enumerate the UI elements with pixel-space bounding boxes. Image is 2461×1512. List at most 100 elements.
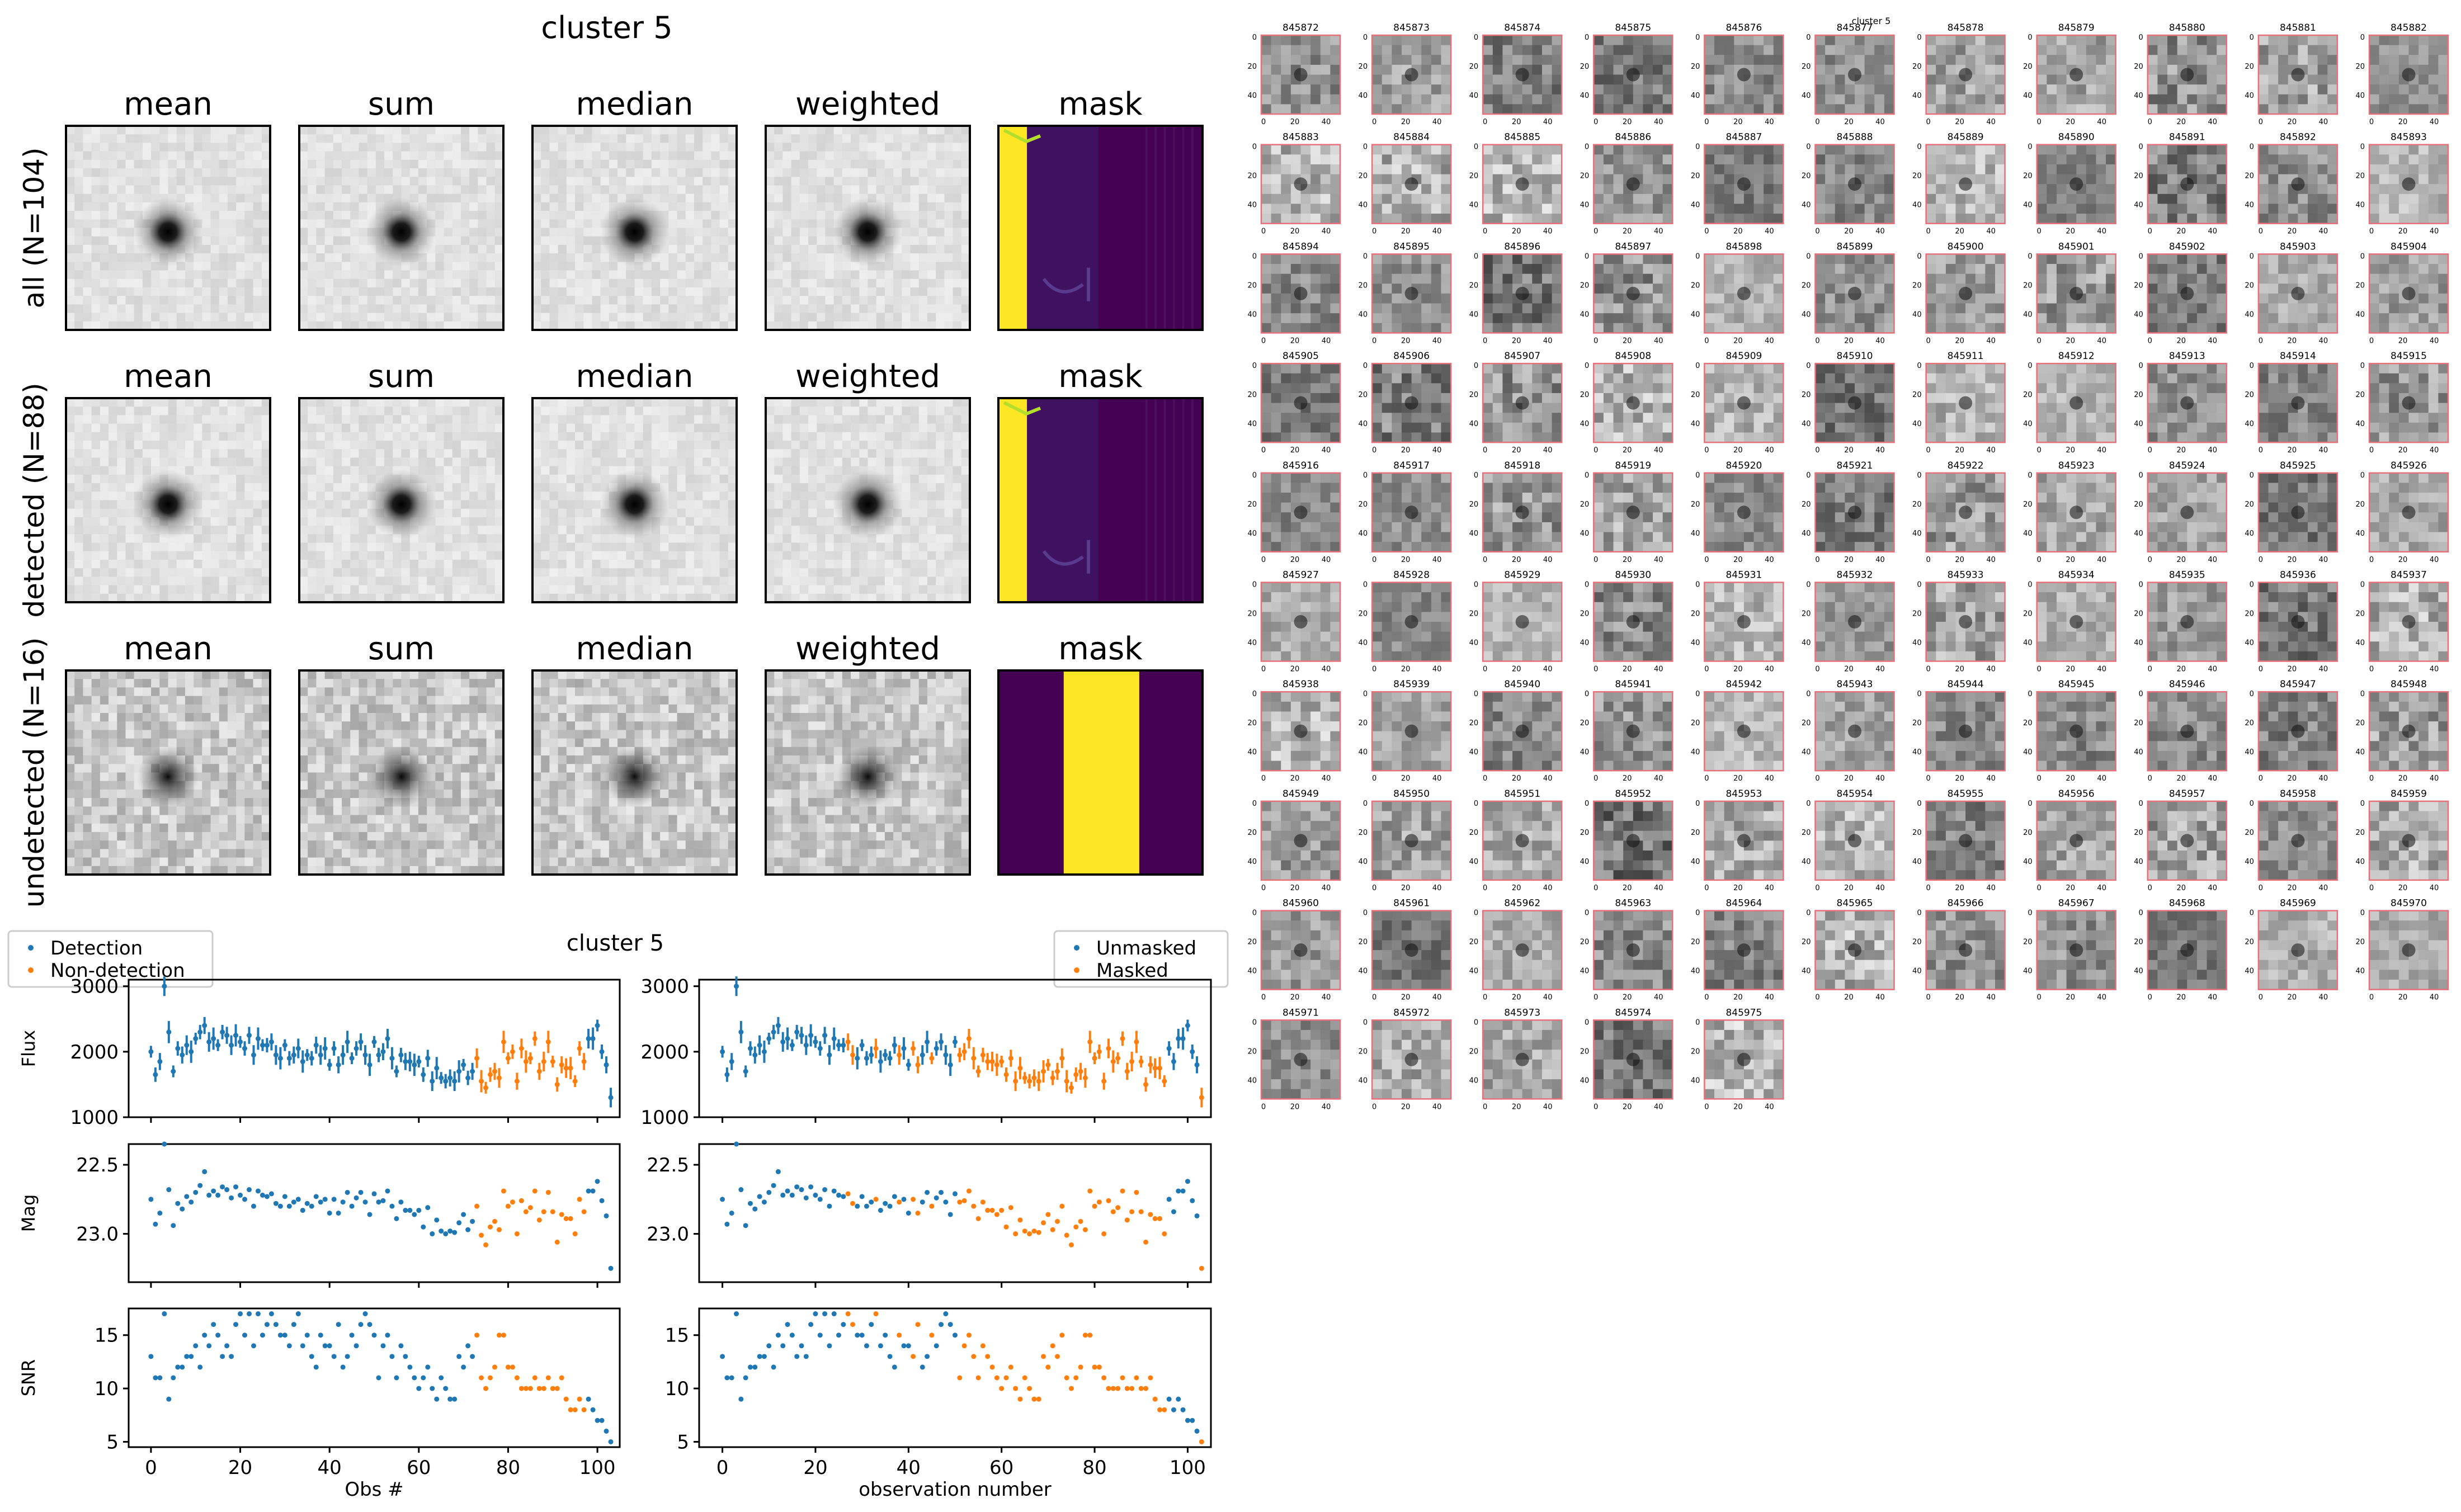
stamp-pixel <box>219 746 228 756</box>
stamp-pixel <box>117 423 126 433</box>
stamp-pixel <box>808 449 817 459</box>
stamp-pixel <box>393 559 402 569</box>
stamp-pixel <box>685 126 695 135</box>
stamp-pixel <box>583 193 593 203</box>
stamp-pixel <box>367 151 376 160</box>
stamp-pixel <box>367 177 376 186</box>
stamp-pixel <box>799 270 809 280</box>
stamp-pixel <box>444 466 453 475</box>
stamp-pixel <box>202 492 211 501</box>
stamp-pixel <box>469 517 478 526</box>
stamp-pixel <box>868 151 877 160</box>
stamp-pixel <box>125 534 135 544</box>
stamp-pixel <box>825 244 835 254</box>
stamp-pixel <box>444 151 453 160</box>
stamp-pixel <box>227 211 237 220</box>
stamp-pixel <box>808 177 817 186</box>
stamp-pixel <box>651 577 661 586</box>
stamp-pixel <box>668 126 678 135</box>
stamp-pixel <box>910 551 920 560</box>
stamp-pixel <box>444 423 453 433</box>
stamp-pixel <box>558 253 567 262</box>
stamp-pixel <box>868 585 877 594</box>
stamp-pixel <box>918 500 928 509</box>
stamp-pixel <box>125 568 135 577</box>
stamp-pixel <box>324 517 334 526</box>
stamp-pixel <box>774 568 784 577</box>
stamp-pixel <box>936 185 945 195</box>
stamp-pixel <box>125 313 135 322</box>
stamp-pixel <box>694 159 703 169</box>
stamp-pixel <box>333 126 342 135</box>
stamp-pixel <box>409 185 419 195</box>
stamp-pixel <box>350 466 360 475</box>
stamp-pixel <box>549 474 559 484</box>
stamp-pixel <box>74 764 84 773</box>
stamp-pixel <box>342 534 351 544</box>
stamp-pixel <box>299 304 308 314</box>
stamp-pixel <box>566 253 576 262</box>
stamp-pixel <box>703 508 711 518</box>
stamp-pixel <box>791 219 800 229</box>
stamp-pixel <box>944 262 954 271</box>
stamp-pixel <box>902 508 911 518</box>
stamp-pixel <box>884 432 894 441</box>
stamp-pixel <box>219 764 228 773</box>
stamp-pixel <box>910 483 920 492</box>
stamp-pixel <box>435 474 445 484</box>
stamp-pixel <box>66 679 75 688</box>
stamp-pixel <box>918 168 928 177</box>
stamp-pixel <box>384 398 393 407</box>
stamp-pixel <box>549 534 559 544</box>
stamp-pixel <box>427 449 436 459</box>
stamp-pixel <box>66 168 75 177</box>
stamp-pixel <box>893 313 902 322</box>
stamp-pixel <box>583 551 593 560</box>
stamp-pixel <box>575 304 584 314</box>
stamp-pixel <box>244 126 254 135</box>
stamp-pixel <box>817 270 826 280</box>
stamp-pixel <box>719 168 729 177</box>
stamp-pixel <box>83 270 92 280</box>
stamp-pixel <box>494 278 504 288</box>
stamp-pixel <box>202 474 211 484</box>
stamp-pixel <box>202 526 211 535</box>
stamp-pixel <box>575 398 584 407</box>
stamp-pixel <box>936 577 945 586</box>
stamp-pixel <box>549 244 559 254</box>
stamp-pixel <box>219 126 228 135</box>
stamp-pixel <box>333 492 342 501</box>
stamp-pixel <box>575 534 584 544</box>
stamp-pixel <box>134 449 143 459</box>
stamp-pixel <box>401 177 411 186</box>
stamp-pixel <box>202 679 211 688</box>
stamp-pixel <box>825 441 835 450</box>
stamp-pixel <box>100 764 109 773</box>
stamp-pixel <box>168 168 177 177</box>
stamp-pixel <box>202 177 211 186</box>
stamp-pixel <box>210 679 220 688</box>
stamp-pixel <box>799 508 809 518</box>
stamp-pixel <box>592 193 601 203</box>
stamp-pixel <box>936 398 945 407</box>
stamp-pixel <box>109 483 117 492</box>
stamp-pixel <box>202 559 211 569</box>
stamp-pixel <box>677 432 686 441</box>
mask-stripe <box>1163 126 1166 330</box>
stamp-pixel <box>244 151 254 160</box>
stamp-pixel <box>703 474 711 484</box>
stamp-pixel <box>469 423 478 433</box>
stamp-pixel <box>626 151 635 160</box>
stamp-pixel <box>342 126 351 135</box>
stamp-pixel <box>583 508 593 518</box>
stamp-pixel <box>83 296 92 305</box>
stamp-pixel <box>685 466 695 475</box>
stamp-pixel <box>333 287 342 296</box>
stamp-pixel <box>944 466 954 475</box>
stamp-pixel <box>566 568 576 577</box>
stamp-pixel <box>566 202 576 211</box>
stamp-pixel <box>634 559 644 569</box>
stamp-pixel <box>918 193 928 203</box>
stamp-pixel <box>176 407 186 416</box>
stamp-pixel <box>299 177 308 186</box>
